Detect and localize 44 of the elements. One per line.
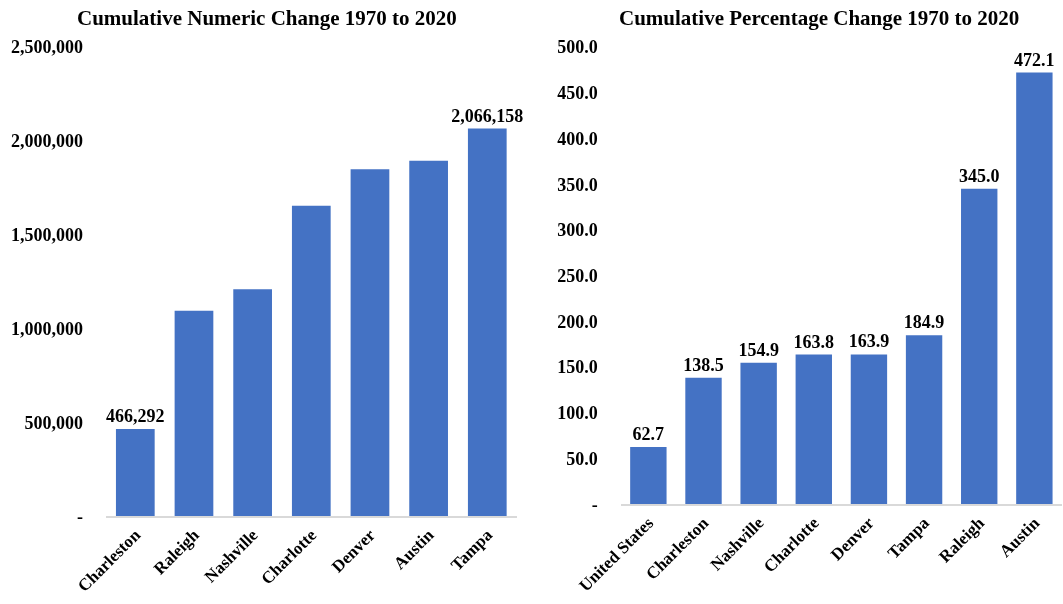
bar <box>350 169 390 517</box>
y-tick-label: 250.0 <box>557 266 598 287</box>
y-tick-label: 1,500,000 <box>10 225 83 246</box>
y-tick-label: 500.0 <box>557 37 598 58</box>
y-tick-label: - <box>591 494 598 515</box>
y-tick-label: 200.0 <box>557 311 598 332</box>
bar <box>1016 72 1053 505</box>
y-tick-label: 2,000,000 <box>10 131 83 152</box>
bar <box>740 362 777 505</box>
y-tick-label: 450.0 <box>557 83 598 104</box>
data-label: 184.9 <box>903 312 945 333</box>
bar <box>115 428 155 517</box>
y-tick-label: 350.0 <box>557 174 598 195</box>
data-label: 2,066,158 <box>451 105 524 126</box>
bar <box>630 447 667 505</box>
y-tick-label: 150.0 <box>557 357 598 378</box>
data-label: 62.7 <box>632 424 665 444</box>
bar <box>409 160 448 517</box>
bar <box>850 354 888 505</box>
y-tick-label: 400.0 <box>557 128 598 149</box>
data-label: 138.5 <box>683 354 724 375</box>
y-tick-label: 50.0 <box>566 448 598 469</box>
bar <box>233 289 272 517</box>
data-label: 345.0 <box>958 165 1000 186</box>
y-tick-label: - <box>76 506 83 527</box>
bar <box>685 377 722 505</box>
chart-title: Cumulative Percentage Change 1970 to 2020 <box>619 6 1020 30</box>
data-label: 163.8 <box>793 331 835 352</box>
y-tick-label: 300.0 <box>557 220 598 241</box>
y-tick-label: 100.0 <box>557 403 598 424</box>
y-tick-label: 2,500,000 <box>10 37 83 58</box>
bar <box>961 188 998 505</box>
bar <box>905 335 943 505</box>
data-label: 472.1 <box>1014 49 1055 70</box>
chart-title: Cumulative Numeric Change 1970 to 2020 <box>77 6 457 30</box>
data-label: 163.9 <box>848 331 890 352</box>
y-tick-label: 1,000,000 <box>10 318 83 339</box>
bar <box>174 310 214 517</box>
bar <box>795 354 832 505</box>
data-label: 466,292 <box>106 405 165 426</box>
bar <box>291 205 331 517</box>
y-tick-label: 500,000 <box>24 412 83 433</box>
bar <box>467 128 507 517</box>
data-label: 154.9 <box>738 339 779 360</box>
